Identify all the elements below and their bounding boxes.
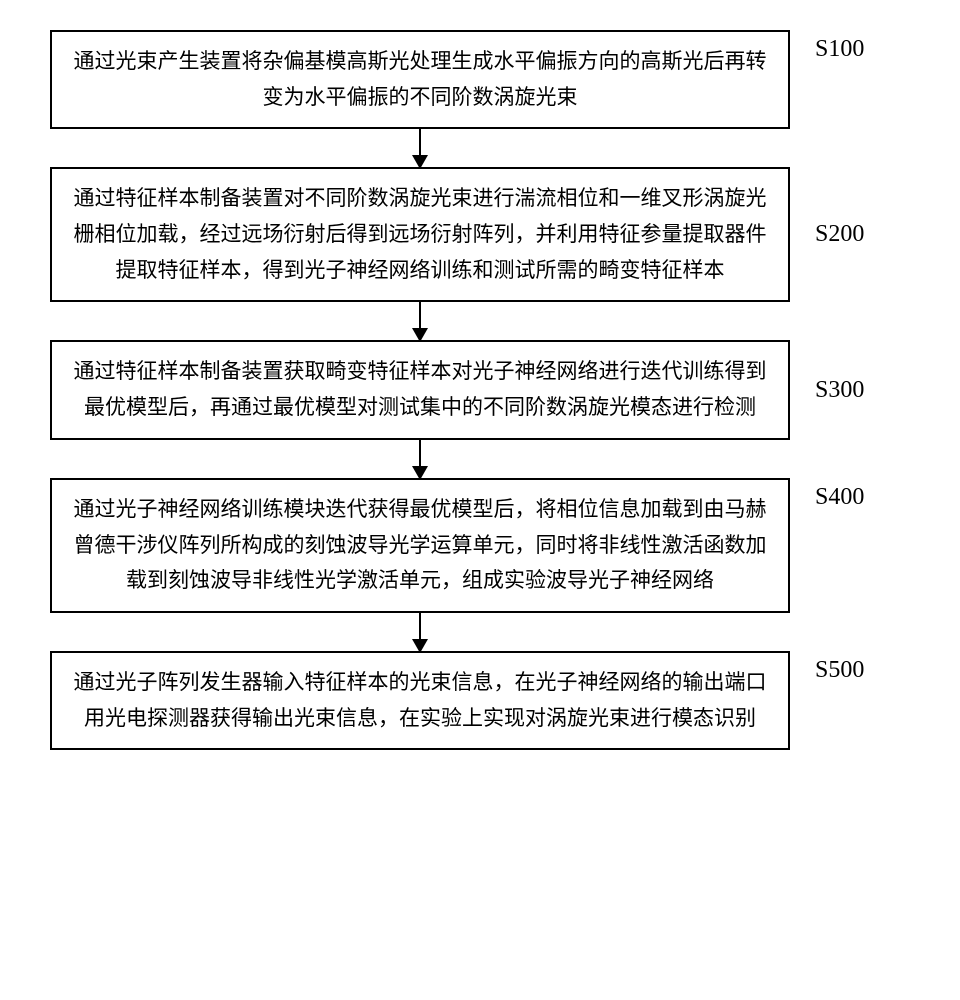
step-row-s200: 通过特征样本制备装置对不同阶数涡旋光束进行湍流相位和一维叉形涡旋光栅相位加载，经… <box>50 167 910 302</box>
arrow-icon <box>412 611 428 653</box>
arrow-line <box>419 300 421 328</box>
flow-box: 通过光束产生装置将杂偏基模高斯光处理生成水平偏振方向的高斯光后再转变为水平偏振的… <box>50 30 790 129</box>
arrow-icon <box>412 300 428 342</box>
flow-box: 通过特征样本制备装置获取畸变特征样本对光子神经网络进行迭代训练得到最优模型后，再… <box>50 340 790 439</box>
step-label: S100 <box>815 36 864 63</box>
flowchart-container: 通过光束产生装置将杂偏基模高斯光处理生成水平偏振方向的高斯光后再转变为水平偏振的… <box>50 30 910 750</box>
arrow-line <box>419 611 421 639</box>
step-row-s300: 通过特征样本制备装置获取畸变特征样本对光子神经网络进行迭代训练得到最优模型后，再… <box>50 340 910 439</box>
flow-box-text: 通过特征样本制备装置对不同阶数涡旋光束进行湍流相位和一维叉形涡旋光栅相位加载，经… <box>72 181 768 288</box>
step-label: S200 <box>815 221 864 248</box>
arrow-line <box>419 438 421 466</box>
flow-box: 通过光子神经网络训练模块迭代获得最优模型后，将相位信息加载到由马赫曾德干涉仪阵列… <box>50 478 790 613</box>
step-label: S300 <box>815 377 864 404</box>
step-label: S500 <box>815 657 864 684</box>
flow-box-text: 通过光子阵列发生器输入特征样本的光束信息，在光子神经网络的输出端口用光电探测器获… <box>72 665 768 736</box>
arrow-line <box>419 127 421 155</box>
flow-box-text: 通过光子神经网络训练模块迭代获得最优模型后，将相位信息加载到由马赫曾德干涉仪阵列… <box>72 492 768 599</box>
flow-box-text: 通过光束产生装置将杂偏基模高斯光处理生成水平偏振方向的高斯光后再转变为水平偏振的… <box>72 44 768 115</box>
flow-box: 通过特征样本制备装置对不同阶数涡旋光束进行湍流相位和一维叉形涡旋光栅相位加载，经… <box>50 167 790 302</box>
step-label: S400 <box>815 484 864 511</box>
flow-box: 通过光子阵列发生器输入特征样本的光束信息，在光子神经网络的输出端口用光电探测器获… <box>50 651 790 750</box>
step-row-s100: 通过光束产生装置将杂偏基模高斯光处理生成水平偏振方向的高斯光后再转变为水平偏振的… <box>50 30 910 129</box>
step-row-s400: 通过光子神经网络训练模块迭代获得最优模型后，将相位信息加载到由马赫曾德干涉仪阵列… <box>50 478 910 613</box>
flow-box-text: 通过特征样本制备装置获取畸变特征样本对光子神经网络进行迭代训练得到最优模型后，再… <box>72 354 768 425</box>
step-row-s500: 通过光子阵列发生器输入特征样本的光束信息，在光子神经网络的输出端口用光电探测器获… <box>50 651 910 750</box>
arrow-icon <box>412 438 428 480</box>
arrow-icon <box>412 127 428 169</box>
